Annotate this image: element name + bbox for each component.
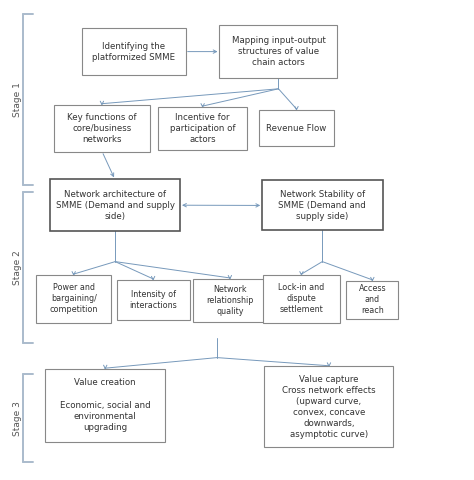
FancyBboxPatch shape: [263, 275, 340, 323]
Text: Access
and
reach: Access and reach: [358, 284, 386, 315]
Text: Intensity of
interactions: Intensity of interactions: [129, 290, 177, 310]
FancyBboxPatch shape: [346, 281, 398, 319]
Text: Stage 2: Stage 2: [13, 250, 21, 285]
FancyBboxPatch shape: [45, 369, 165, 442]
Text: Value capture
Cross network effects
(upward curve,
convex, concave
downwards,
as: Value capture Cross network effects (upw…: [282, 374, 376, 439]
Text: Incentive for
participation of
actors: Incentive for participation of actors: [170, 113, 236, 144]
Text: Identifying the
platformized SMME: Identifying the platformized SMME: [92, 42, 175, 61]
FancyBboxPatch shape: [264, 366, 393, 447]
FancyBboxPatch shape: [50, 179, 180, 231]
Text: Key functions of
core/business
networks: Key functions of core/business networks: [67, 113, 137, 144]
Text: Value creation

Economic, social and
environmental
upgrading: Value creation Economic, social and envi…: [60, 378, 151, 432]
Text: Network Stability of
SMME (Demand and
supply side): Network Stability of SMME (Demand and su…: [278, 190, 366, 221]
FancyBboxPatch shape: [54, 105, 150, 152]
FancyBboxPatch shape: [193, 279, 266, 322]
Text: Mapping input-output
structures of value
chain actors: Mapping input-output structures of value…: [231, 36, 326, 67]
FancyBboxPatch shape: [117, 280, 190, 320]
FancyBboxPatch shape: [219, 25, 337, 78]
Text: Power and
bargaining/
competition: Power and bargaining/ competition: [49, 283, 98, 314]
FancyBboxPatch shape: [262, 180, 383, 230]
FancyBboxPatch shape: [36, 275, 111, 323]
FancyBboxPatch shape: [259, 110, 334, 146]
Text: Lock-in and
dispute
settlement: Lock-in and dispute settlement: [278, 283, 325, 314]
FancyBboxPatch shape: [82, 28, 186, 75]
FancyBboxPatch shape: [158, 107, 247, 150]
Text: Revenue Flow: Revenue Flow: [266, 124, 327, 132]
Text: Stage 1: Stage 1: [13, 82, 21, 117]
Text: Network
relationship
quality: Network relationship quality: [206, 285, 254, 316]
Text: Network architecture of
SMME (Demand and supply
side): Network architecture of SMME (Demand and…: [55, 190, 175, 221]
Text: Stage 3: Stage 3: [13, 401, 21, 435]
